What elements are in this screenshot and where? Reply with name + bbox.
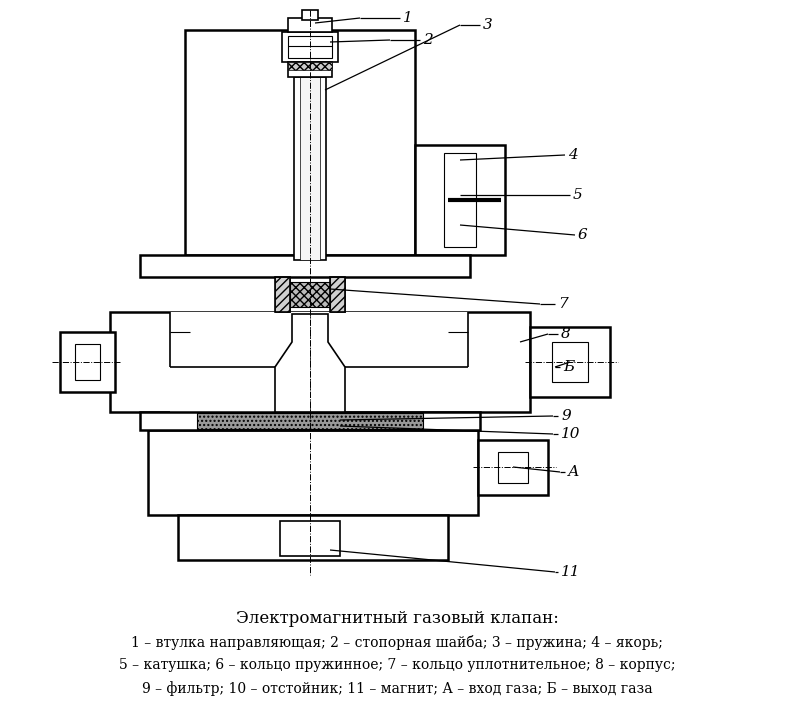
Bar xyxy=(282,32,338,62)
Text: 9 – фильтр; 10 – отстойник; 11 – магнит; А – вход газа; Б – выход газа: 9 – фильтр; 10 – отстойник; 11 – магнит;… xyxy=(141,681,653,696)
Bar xyxy=(426,432,476,513)
Bar xyxy=(586,329,608,395)
Text: 5: 5 xyxy=(573,188,583,202)
Text: 1: 1 xyxy=(403,11,413,25)
Text: А: А xyxy=(568,465,580,479)
Bar xyxy=(391,517,446,558)
Bar xyxy=(112,314,172,410)
Bar xyxy=(178,515,448,560)
Bar xyxy=(413,257,468,275)
Bar xyxy=(302,10,318,20)
Bar xyxy=(142,414,197,428)
Bar xyxy=(290,282,330,307)
Text: 7: 7 xyxy=(558,297,568,311)
Bar xyxy=(98,334,113,390)
Text: Б: Б xyxy=(563,360,574,374)
Bar xyxy=(476,146,504,254)
Text: 1 – втулка направляющая; 2 – стопорная шайба; 3 – пружина; 4 – якорь;: 1 – втулка направляющая; 2 – стопорная ш… xyxy=(131,635,663,650)
Bar xyxy=(416,146,444,254)
Polygon shape xyxy=(170,312,285,412)
Bar xyxy=(552,342,588,382)
Bar xyxy=(140,412,480,430)
Bar xyxy=(288,62,332,70)
Text: 8: 8 xyxy=(561,327,571,341)
Bar xyxy=(142,257,197,275)
Bar xyxy=(275,277,290,312)
Text: 6: 6 xyxy=(578,228,588,242)
Text: 3: 3 xyxy=(483,18,493,32)
Bar xyxy=(480,442,500,493)
Bar xyxy=(530,327,610,397)
Bar xyxy=(197,413,423,429)
Text: 10: 10 xyxy=(561,427,580,441)
Bar xyxy=(170,312,468,362)
Bar xyxy=(140,255,470,277)
Bar xyxy=(323,523,338,554)
Polygon shape xyxy=(275,314,345,412)
Bar xyxy=(185,30,415,255)
Text: 9: 9 xyxy=(561,409,571,423)
Bar xyxy=(290,282,330,307)
Bar xyxy=(288,36,332,58)
Bar xyxy=(328,32,413,253)
Bar xyxy=(282,523,297,554)
Text: 4: 4 xyxy=(568,148,578,162)
Bar xyxy=(148,430,478,515)
Bar xyxy=(294,77,326,260)
Bar xyxy=(444,153,476,247)
Bar xyxy=(62,334,77,390)
Text: 5 – катушка; 6 – кольцо пружинное; 7 – кольцо уплотнительное; 8 – корпус;: 5 – катушка; 6 – кольцо пружинное; 7 – к… xyxy=(119,658,675,672)
Bar xyxy=(478,440,548,495)
Bar xyxy=(75,344,100,380)
Bar xyxy=(300,77,320,260)
Bar xyxy=(423,414,478,428)
Bar xyxy=(415,145,505,255)
Bar xyxy=(468,314,528,410)
Bar xyxy=(110,312,530,412)
Bar xyxy=(330,277,345,312)
Text: 2: 2 xyxy=(423,33,433,47)
Bar xyxy=(275,277,290,312)
Bar xyxy=(280,521,340,556)
Bar xyxy=(150,432,200,513)
Bar xyxy=(60,332,115,392)
Bar xyxy=(288,62,332,77)
Text: Электромагнитный газовый клапан:: Электромагнитный газовый клапан: xyxy=(236,610,558,627)
Bar xyxy=(526,442,546,493)
Bar xyxy=(498,452,528,483)
Bar xyxy=(330,277,345,312)
Bar xyxy=(288,18,332,32)
Bar xyxy=(187,32,294,253)
Bar xyxy=(180,517,235,558)
Text: 11: 11 xyxy=(561,565,580,579)
Bar xyxy=(532,329,554,395)
